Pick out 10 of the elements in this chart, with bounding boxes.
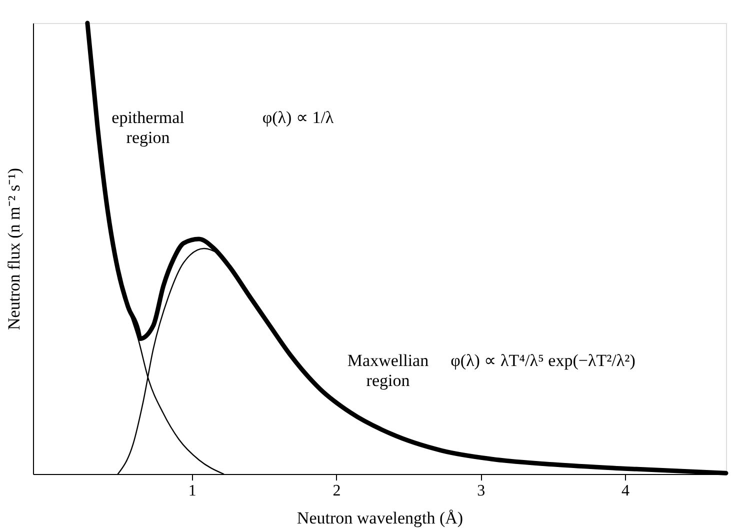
x-tick-label: 2 <box>332 482 341 500</box>
y-axis-title: Neutron flux (n m⁻² s⁻¹) <box>4 168 24 330</box>
x-tick-label: 4 <box>621 482 630 500</box>
x-tick-label: 3 <box>477 482 486 500</box>
annotation: Maxwellian region <box>347 351 430 390</box>
annotation: φ(λ) ∝ λT⁴/λ⁵ exp(−λT²/λ²) <box>450 351 636 370</box>
annotation: φ(λ) ∝ 1/λ <box>262 108 334 127</box>
x-tick-label: 1 <box>188 482 196 500</box>
annotation: epithermal region <box>112 108 185 147</box>
x-axis-title: Neutron wavelength (Å) <box>296 508 464 528</box>
